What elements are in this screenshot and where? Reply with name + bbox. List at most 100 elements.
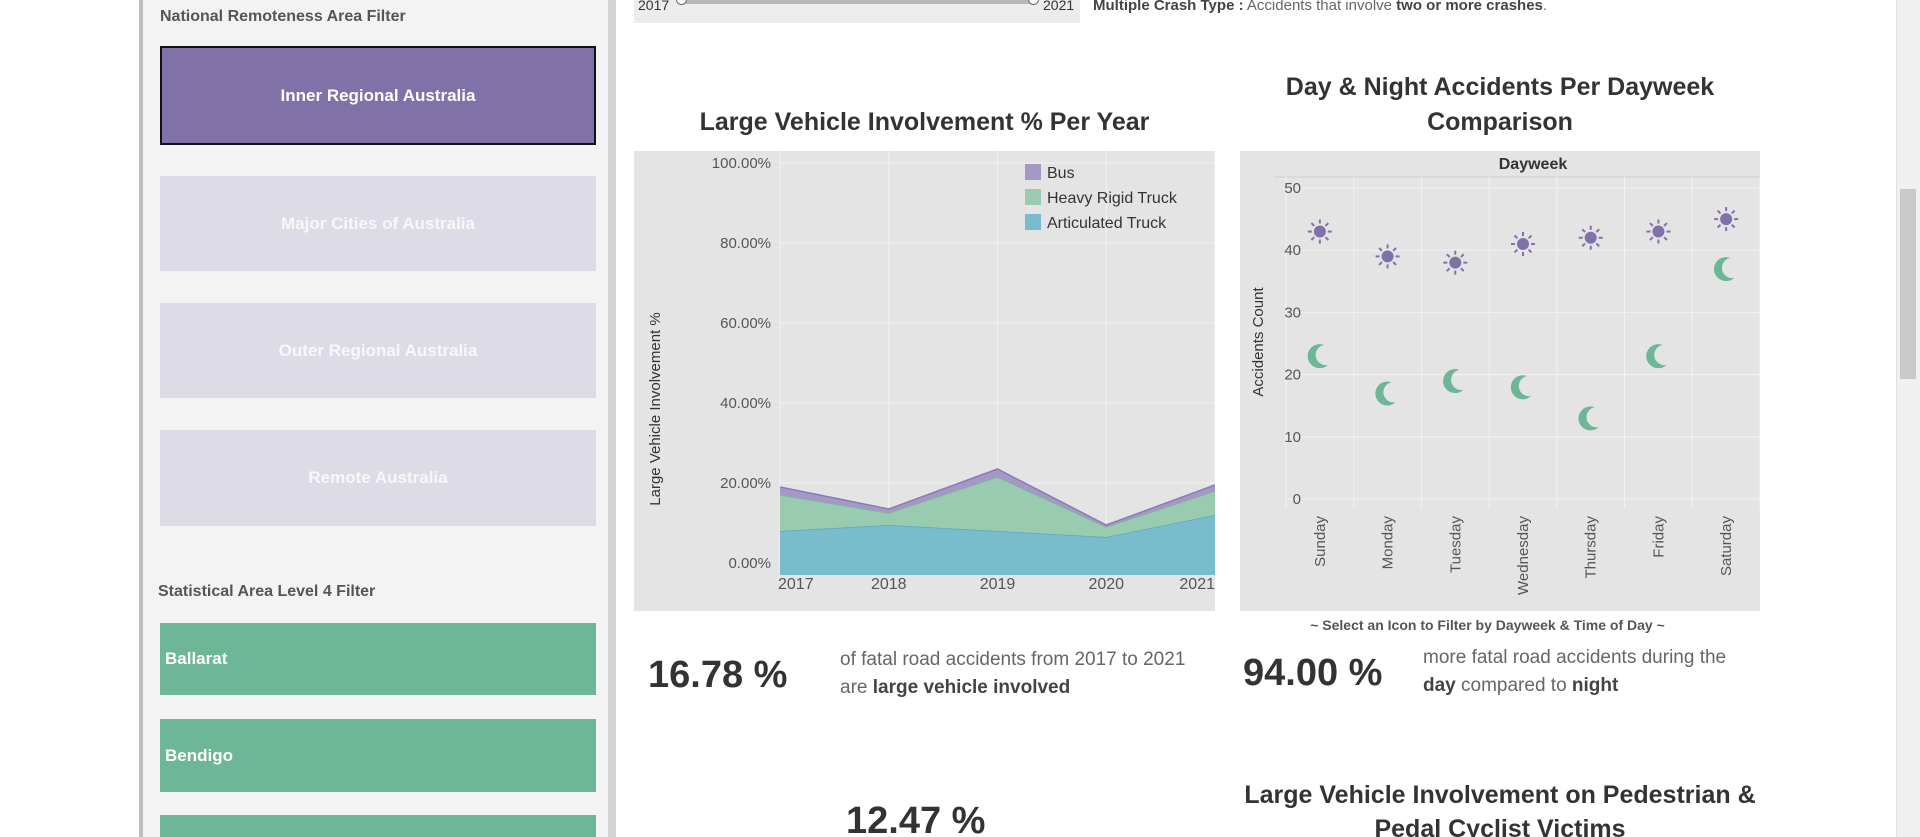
kpi-bold-day: day	[1423, 675, 1456, 696]
year-slider-track[interactable]	[682, 0, 1034, 4]
sun-icon[interactable]	[1375, 244, 1400, 269]
kpi-large-vehicle-percent: 16.78 %	[648, 654, 788, 696]
filter-inner-regional[interactable]: Inner Regional Australia	[160, 46, 596, 145]
sun-ray	[1324, 236, 1330, 241]
area-chart: 100.00% 80.00% 60.00% 40.00% 20.00% 0.00% 201…	[647, 151, 1215, 593]
sun-ray	[1649, 222, 1654, 227]
sun-icon[interactable]	[1714, 207, 1739, 232]
sun-icon[interactable]	[1646, 219, 1671, 244]
filter-label: Bendigo	[165, 745, 233, 765]
area-series-heavy-rigid-truck[interactable]	[780, 477, 1215, 537]
sun-core	[1313, 225, 1326, 238]
kpi-text-plain: of fatal road accidents from 2017 to 202…	[840, 649, 1186, 698]
sun-ray	[1731, 209, 1736, 215]
moon-icon[interactable]	[1713, 257, 1735, 282]
area-y-tick: 80.00%	[720, 235, 771, 252]
filter-label: Outer Regional Australia	[278, 340, 478, 360]
crash-type-end: .	[1542, 0, 1548, 14]
area-legend[interactable]: Bus Heavy Rigid Truck Articulated Truck	[1025, 164, 1178, 232]
area-y-tick: 60.00%	[720, 315, 771, 332]
sun-icon[interactable]	[1511, 231, 1535, 256]
scrollbar-thumb[interactable]	[1900, 189, 1916, 379]
filter-bendigo[interactable]: Bendigo	[160, 719, 596, 792]
sun-ray	[1663, 236, 1668, 241]
sun-ray	[1392, 247, 1397, 252]
filter-remote-australia[interactable]: Remote Australia	[160, 430, 596, 526]
sun-ray	[1663, 222, 1668, 227]
area-y-ticks: 100.00% 80.00% 60.00% 40.00% 20.00% 0.00%	[712, 155, 771, 572]
bottom-title-line1: Large Vehicle Involvement on Pedestrian …	[1244, 781, 1756, 809]
area-y-tick: 0.00%	[728, 555, 771, 572]
sun-ray	[1460, 253, 1465, 258]
area-chart-title: Large Vehicle Involvement % Per Year	[699, 108, 1150, 136]
sun-ray	[1324, 222, 1330, 227]
sun-ray	[1392, 261, 1397, 266]
scatter-y-ticks: 50 40 30 20 10 0	[1284, 180, 1301, 508]
sun-ray	[1527, 234, 1533, 240]
scatter-x-tick: Thursday	[1583, 516, 1600, 579]
sun-ray	[1378, 261, 1383, 266]
sidebar-divider	[608, 0, 616, 837]
filter-sa4-item[interactable]	[160, 815, 596, 837]
filter-label: Remote Australia	[308, 468, 448, 487]
slider-end-label: 2021	[1043, 0, 1075, 13]
sun-core	[1449, 256, 1462, 269]
sun-ray	[1595, 242, 1600, 247]
sun-ray	[1731, 224, 1736, 229]
sun-ray	[1716, 224, 1722, 229]
crash-type-label: Multiple Crash Type :	[1093, 0, 1244, 14]
scatter-x-ticks: Sunday Monday Tuesday Wednesday Thursday Frid…	[1312, 516, 1735, 595]
moon-icon[interactable]	[1307, 344, 1328, 369]
area-x-tick: 2020	[1088, 576, 1124, 593]
filter-label: Inner Regional Australia	[280, 85, 476, 105]
scatter-y-tick: 20	[1284, 367, 1301, 384]
legend-bus[interactable]: Bus	[1047, 165, 1075, 182]
filter-major-cities[interactable]: Major Cities of Australia	[160, 176, 596, 271]
sun-ray	[1513, 248, 1519, 254]
filter-ballarat[interactable]: Ballarat	[160, 623, 596, 695]
sun-core	[1584, 231, 1597, 244]
area-layers[interactable]	[779, 468, 1215, 575]
kpi-text-a: more fatal road accidents during the	[1423, 647, 1727, 668]
scatter-y-axis-label: Accidents Count	[1250, 287, 1267, 397]
filter-outer-regional[interactable]: Outer Regional Australia	[160, 303, 596, 398]
area-x-tick: 2018	[871, 576, 907, 593]
area-x-tick: 2021	[1179, 576, 1215, 593]
area-y-tick: 20.00%	[720, 475, 771, 492]
moon-icon[interactable]	[1375, 381, 1396, 406]
sun-ray	[1527, 248, 1533, 254]
filter-label: Major Cities of Australia	[281, 213, 475, 233]
area-series-articulated-truck[interactable]	[780, 515, 1215, 575]
area-x-tick: 2017	[778, 576, 814, 593]
moon-icon[interactable]	[1578, 406, 1599, 431]
sun-icon[interactable]	[1307, 219, 1332, 244]
bottom-chart-title: Large Vehicle Involvement on Pedestrian …	[1230, 778, 1770, 837]
scatter-points[interactable]	[1307, 207, 1739, 431]
legend-heavy-rigid-truck[interactable]: Heavy Rigid Truck	[1047, 190, 1178, 207]
scatter-chart-panel	[1240, 151, 1760, 611]
scatter-chart: Dayweek 50 40 30 20 10 0 Sunday Monday Tuesday W…	[1250, 156, 1760, 595]
sun-ray	[1595, 228, 1600, 233]
area-series-bus[interactable]	[780, 469, 1215, 527]
kpi-pedestrian-percent: 12.47 %	[846, 800, 986, 837]
legend-swatch-bus	[1025, 164, 1041, 180]
scatter-header: Dayweek	[1499, 156, 1568, 173]
sa4-filter-title: Statistical Area Level 4 Filter	[158, 583, 376, 600]
page-scrollbar[interactable]	[1896, 0, 1920, 837]
moon-icon[interactable]	[1443, 369, 1464, 394]
sun-icon[interactable]	[1443, 250, 1468, 275]
slider-start-label: 2017	[638, 0, 670, 13]
sun-ray	[1649, 236, 1654, 241]
area-x-ticks: 2017 2018 2019 2020 2021	[778, 576, 1215, 593]
scatter-x-tick: Wednesday	[1515, 516, 1532, 595]
legend-articulated-truck[interactable]: Articulated Truck	[1047, 215, 1167, 232]
moon-icon[interactable]	[1510, 375, 1531, 400]
moon-icon[interactable]	[1646, 344, 1667, 369]
sun-ray	[1581, 228, 1586, 233]
filter-label: Ballarat	[165, 649, 228, 668]
sun-icon[interactable]	[1578, 225, 1603, 250]
area-y-tick: 40.00%	[720, 395, 771, 412]
sun-ray	[1460, 267, 1465, 272]
scatter-y-tick: 40	[1284, 242, 1301, 259]
sun-ray	[1446, 253, 1451, 258]
